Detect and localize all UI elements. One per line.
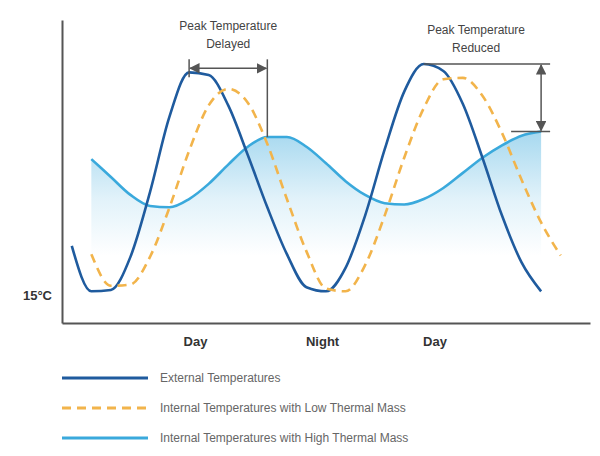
y-axis: 15°C	[23, 21, 63, 324]
legend-label: Internal Temperatures with Low Thermal M…	[160, 401, 406, 415]
annotations: Peak Temperature Delayed Peak Temperature R…	[179, 19, 550, 137]
annotation-leader	[511, 131, 550, 133]
annotation-line: Peak Temperature	[427, 23, 525, 37]
x-tick: Day	[423, 323, 448, 349]
annotation-line: Reduced	[452, 41, 500, 55]
series-line	[91, 132, 541, 208]
x-tick: Day	[184, 323, 209, 349]
y-axis-line	[62, 21, 64, 324]
x-tick-label: Night	[306, 334, 340, 349]
series-line	[72, 64, 541, 291]
annotation-arrow	[540, 65, 542, 130]
y-tick-label: 15°C	[23, 288, 53, 303]
annotation-label: Peak Temperature Reduced	[427, 23, 525, 55]
annotation-leader	[424, 63, 550, 65]
legend-swatch	[62, 437, 148, 440]
legend-swatch	[62, 407, 148, 410]
x-tick-label: Day	[423, 334, 448, 349]
legend-label: External Temperatures	[160, 371, 281, 385]
x-axis: Day Night Day	[63, 323, 591, 349]
x-tick-label: Day	[184, 334, 209, 349]
annotation-tick	[188, 59, 190, 77]
legend: External Temperatures Internal Temperatur…	[62, 371, 408, 445]
chart: DayNightDay15°CPeak TemperatureDelayedPe…	[0, 0, 600, 456]
plot-area	[72, 64, 561, 323]
x-axis-line	[63, 323, 591, 325]
annotation-label: Peak Temperature Delayed	[179, 19, 277, 51]
annotation-arrow	[190, 68, 266, 70]
annotation-leader	[267, 59, 269, 137]
y-tick: 15°C	[23, 288, 62, 303]
legend-swatch	[62, 377, 148, 380]
annotation-line: Peak Temperature	[179, 19, 277, 33]
legend-label: Internal Temperatures with High Thermal …	[160, 431, 408, 445]
x-tick: Night	[306, 323, 340, 349]
series-line	[91, 78, 560, 291]
annotation-line: Delayed	[206, 37, 250, 51]
